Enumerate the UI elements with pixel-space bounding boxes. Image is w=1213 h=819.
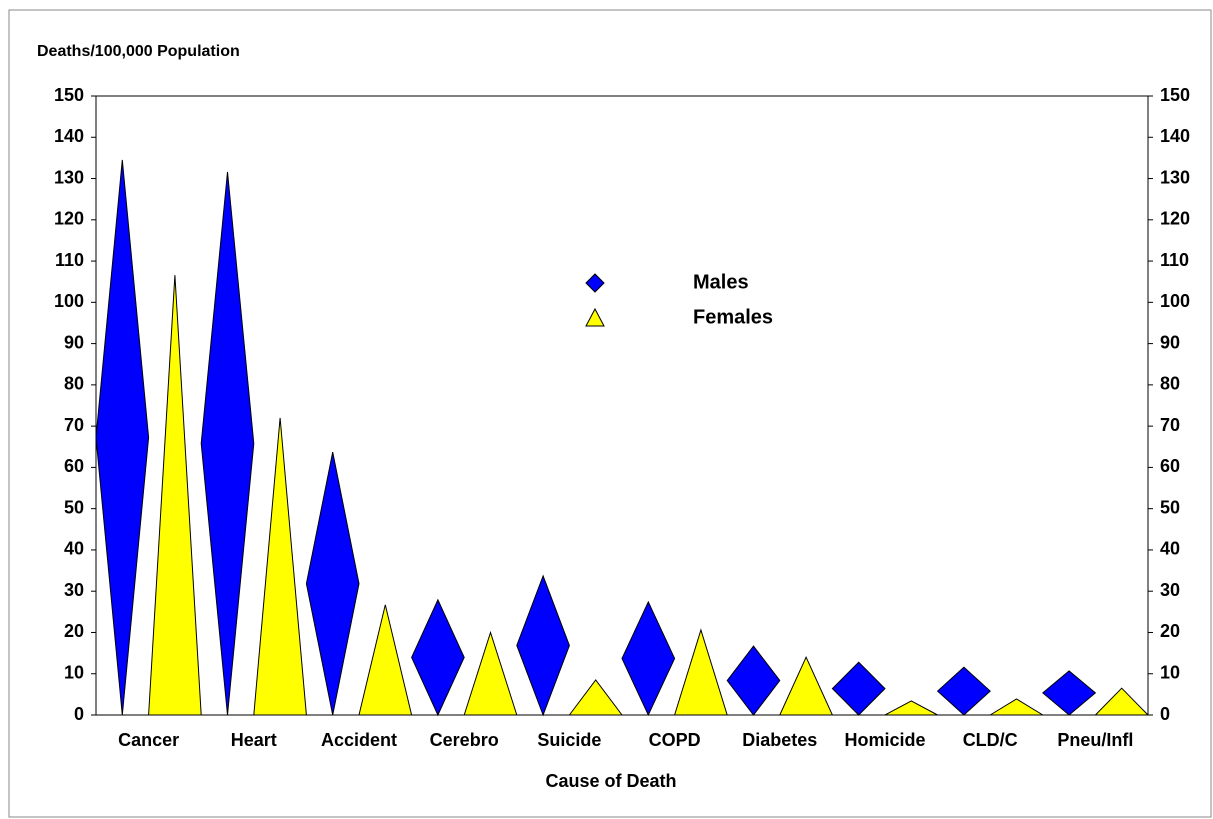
x-tick-label: Pneu/Infl [1057,730,1133,750]
bar [673,628,728,716]
bar [831,661,886,716]
bar [621,600,676,717]
bar [200,171,255,716]
bar [884,700,938,716]
y-tick-label: 90 [64,332,84,352]
y2-tick-label: 130 [1160,167,1190,187]
bar [148,275,202,716]
bar [516,574,570,717]
x-tick-label: COPD [649,730,701,750]
y-tick-label: 60 [64,456,84,476]
y2-tick-label: 120 [1160,209,1190,229]
x-axis-title: Cause of Death [545,771,676,791]
y-tick-label: 110 [55,250,84,270]
x-tick-label: Homicide [844,730,925,750]
y-tick-label: 150 [54,85,84,105]
y2-tick-label: 40 [1160,539,1180,559]
bar [463,630,518,716]
bar [779,656,834,716]
legend-label: Males [693,271,749,293]
y-tick-label: 70 [64,415,84,435]
x-tick-label: Cerebro [430,730,499,750]
y-tick-label: 80 [64,374,84,394]
y2-tick-label: 100 [1160,291,1190,311]
x-tick-label: Heart [231,730,277,750]
y-tick-label: 0 [74,704,84,724]
y-axis-title: Deaths/100,000 Population [37,43,240,60]
y-tick-label: 10 [64,662,84,682]
bar [411,598,465,717]
y-tick-label: 130 [54,167,84,187]
bar [95,159,150,716]
y-tick-label: 140 [54,126,84,146]
bar [358,604,413,716]
y2-tick-label: 80 [1160,374,1180,394]
y-tick-label: 40 [64,539,84,559]
plot-area [95,95,1149,716]
y2-tick-label: 20 [1160,621,1180,641]
x-tick-label: Accident [321,730,397,750]
bar [726,645,781,716]
y-tick-label: 30 [64,580,84,600]
bar [1042,670,1097,716]
legend-marker [585,307,605,327]
y2-tick-label: 150 [1160,85,1190,105]
x-tick-label: Cancer [118,730,179,750]
x-tick-label: CLD/C [963,730,1018,750]
legend-label: Females [693,306,773,328]
y2-tick-label: 140 [1160,126,1190,146]
bar [988,698,1045,716]
y-tick-label: 50 [64,497,84,517]
y2-tick-label: 60 [1160,456,1180,476]
y2-tick-label: 110 [1160,250,1189,270]
y2-tick-label: 0 [1160,704,1170,724]
x-tick-label: Diabetes [742,730,817,750]
bar [568,679,623,716]
y-tick-label: 20 [64,621,84,641]
x-tick-label: Suicide [537,730,601,750]
legend-marker [585,273,605,293]
y-tick-label: 100 [54,291,84,311]
bar [305,452,360,716]
bar [253,417,307,716]
y2-tick-label: 30 [1160,580,1180,600]
y2-tick-label: 50 [1160,497,1180,517]
y2-tick-label: 90 [1160,332,1180,352]
y2-tick-label: 10 [1160,662,1180,682]
y2-tick-label: 70 [1160,415,1180,435]
bar [936,666,991,716]
bar [1094,687,1150,716]
y-tick-label: 120 [54,209,84,229]
